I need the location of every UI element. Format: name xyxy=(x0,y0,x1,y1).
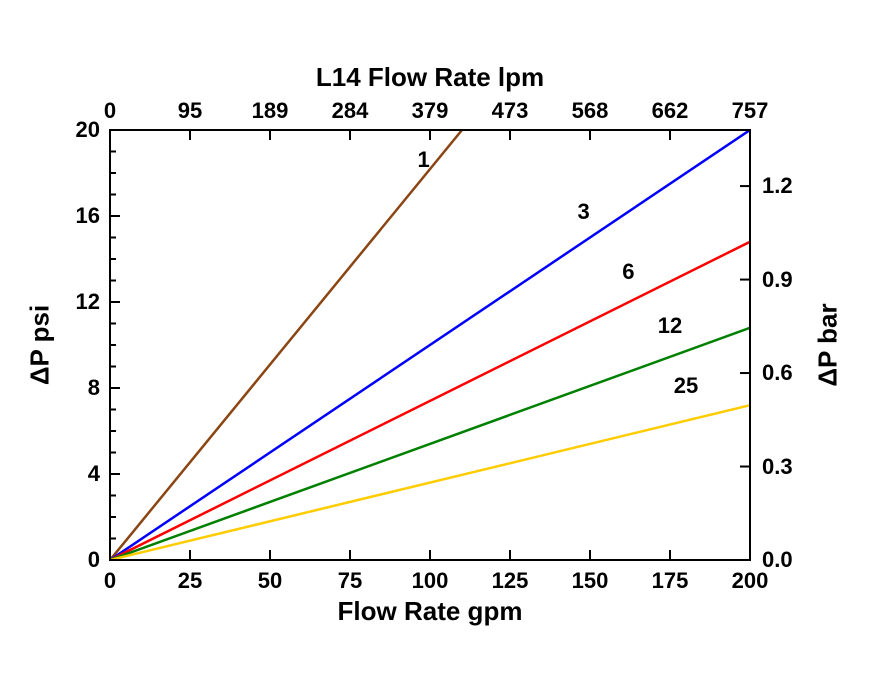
series-label-12: 12 xyxy=(658,313,682,339)
bottom-tick-1: 25 xyxy=(178,568,202,594)
series-label-25: 25 xyxy=(674,373,698,399)
bottom-tick-3: 75 xyxy=(338,568,362,594)
left-tick-4: 16 xyxy=(76,203,100,229)
chart-container: 0255075100125150175200Flow Rate gpm09518… xyxy=(0,0,884,684)
left-tick-3: 12 xyxy=(76,289,100,315)
right-tick-1: 0.3 xyxy=(762,454,793,480)
top-tick-1: 95 xyxy=(178,98,202,124)
top-tick-8: 757 xyxy=(732,98,769,124)
top-tick-7: 662 xyxy=(652,98,689,124)
bottom-tick-4: 100 xyxy=(412,568,449,594)
top-tick-5: 473 xyxy=(492,98,529,124)
bottom-tick-0: 0 xyxy=(104,568,116,594)
left-tick-1: 4 xyxy=(88,461,100,487)
top-tick-4: 379 xyxy=(412,98,449,124)
right-tick-3: 0.9 xyxy=(762,267,793,293)
right-tick-2: 0.6 xyxy=(762,360,793,386)
bottom-tick-2: 50 xyxy=(258,568,282,594)
bottom-tick-5: 125 xyxy=(492,568,529,594)
bottom-axis-title: Flow Rate gpm xyxy=(338,596,523,627)
top-tick-0: 0 xyxy=(104,98,116,124)
series-label-6: 6 xyxy=(622,259,634,285)
right-axis-title: ΔP bar xyxy=(813,303,844,386)
top-tick-2: 189 xyxy=(252,98,289,124)
top-axis-title: L14 Flow Rate lpm xyxy=(316,62,544,93)
left-tick-2: 8 xyxy=(88,375,100,401)
series-label-3: 3 xyxy=(577,199,589,225)
bottom-tick-7: 175 xyxy=(652,568,689,594)
left-tick-5: 20 xyxy=(76,117,100,143)
left-axis-title: ΔP psi xyxy=(25,305,56,385)
top-tick-6: 568 xyxy=(572,98,609,124)
bottom-tick-6: 150 xyxy=(572,568,609,594)
left-tick-0: 0 xyxy=(88,547,100,573)
right-tick-4: 1.2 xyxy=(762,173,793,199)
series-label-1: 1 xyxy=(417,147,429,173)
right-tick-0: 0.0 xyxy=(762,547,793,573)
top-tick-3: 284 xyxy=(332,98,369,124)
